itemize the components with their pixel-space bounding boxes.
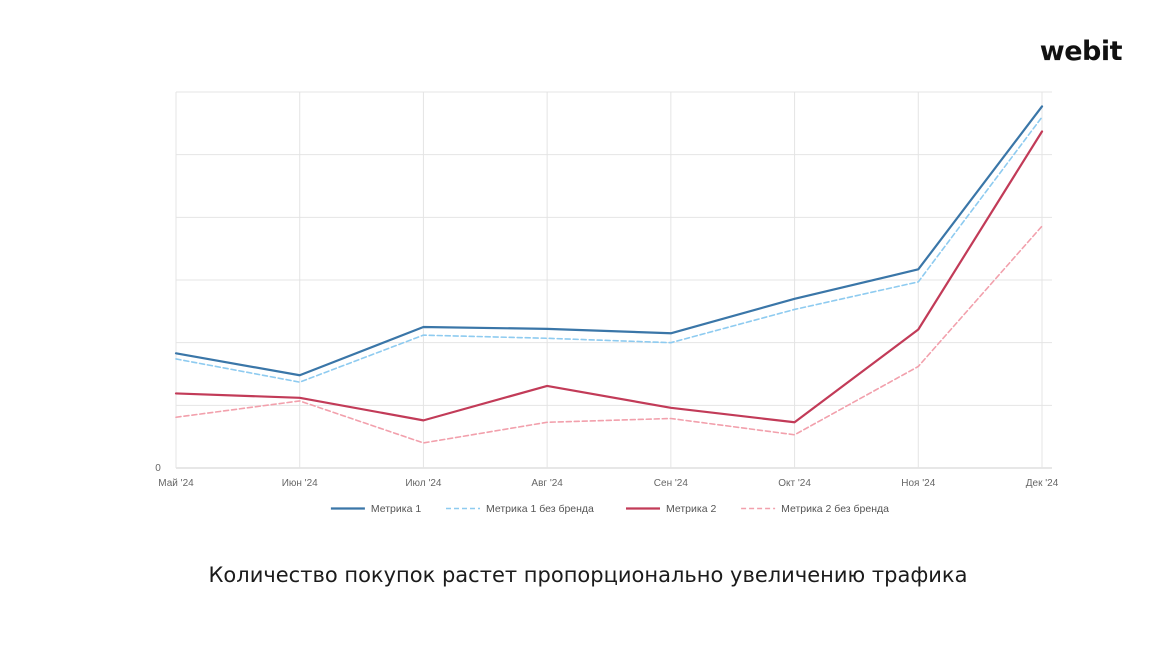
series-line <box>174 130 1044 424</box>
webit-logo: webit <box>1039 36 1123 67</box>
y-tick-label-zero: 0 <box>155 463 161 474</box>
series-lines <box>174 105 1044 444</box>
x-tick-label: Май '24 <box>158 478 194 489</box>
x-tick-label: Июл '24 <box>405 478 442 489</box>
legend-entry-label: Метрика 2 без бренда <box>781 503 889 515</box>
x-tick-label: Авг '24 <box>531 478 563 489</box>
legend-entry-label: Метрика 1 без бренда <box>486 503 594 515</box>
legend: Метрика 1 Метрика 1 без бренда Метрика 2 Ме… <box>330 503 889 515</box>
line-chart: Май '24 Июн '24 Июл '24 Авг '24 Сен '24 Окт '… <box>108 76 1068 536</box>
x-tick-label: Июн '24 <box>282 478 318 489</box>
grid <box>175 91 1052 469</box>
chart-svg: Май '24 Июн '24 Июл '24 Авг '24 Сен '24 Окт '… <box>108 76 1068 536</box>
x-tick-label: Ноя '24 <box>901 478 935 489</box>
x-tick-label: Дек '24 <box>1026 478 1059 489</box>
x-axis-ticks: Май '24 Июн '24 Июл '24 Авг '24 Сен '24 Окт '… <box>158 478 1058 489</box>
legend-entry-label: Метрика 2 <box>666 503 716 515</box>
slide-caption: Количество покупок растет пропорциональн… <box>208 563 968 587</box>
series-line <box>174 105 1044 377</box>
series-line <box>175 225 1043 444</box>
series-line <box>175 116 1043 383</box>
x-tick-label: Сен '24 <box>654 478 689 489</box>
legend-entry-label: Метрика 1 <box>371 503 421 515</box>
x-tick-label: Окт '24 <box>778 478 811 489</box>
